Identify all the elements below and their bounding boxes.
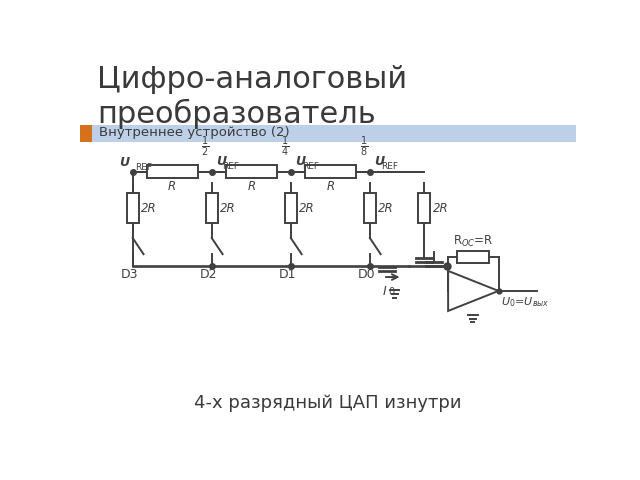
Bar — [127, 193, 139, 223]
Text: R$_{OC}$=R: R$_{OC}$=R — [453, 234, 493, 249]
Text: $\frac{1}{4}$: $\frac{1}{4}$ — [280, 135, 289, 159]
Bar — [457, 251, 490, 263]
Text: U$_0$=U$_{вых}$: U$_0$=U$_{вых}$ — [501, 296, 549, 309]
Text: U: U — [118, 156, 129, 169]
Text: REF: REF — [381, 162, 397, 171]
Text: D0: D0 — [358, 268, 376, 281]
Text: R: R — [247, 180, 255, 193]
Bar — [147, 166, 198, 178]
Text: REF: REF — [301, 162, 319, 171]
Text: 2R: 2R — [433, 202, 448, 215]
Text: I: I — [383, 285, 387, 298]
Text: D1: D1 — [279, 268, 296, 281]
Text: 2R: 2R — [220, 202, 236, 215]
Polygon shape — [448, 271, 499, 311]
Bar — [285, 193, 297, 223]
Text: U: U — [296, 155, 305, 168]
Bar — [418, 193, 430, 223]
Text: 2R: 2R — [141, 202, 157, 215]
Bar — [80, 125, 576, 142]
Text: 2R: 2R — [300, 202, 315, 215]
Bar — [364, 193, 376, 223]
Bar — [80, 125, 92, 142]
Text: R: R — [168, 180, 176, 193]
Bar — [205, 193, 218, 223]
Text: 4-х разрядный ЦАП изнутри: 4-х разрядный ЦАП изнутри — [195, 394, 461, 411]
Text: $\frac{1}{2}$: $\frac{1}{2}$ — [202, 135, 210, 159]
Text: R: R — [326, 180, 334, 193]
Text: $\frac{1}{8}$: $\frac{1}{8}$ — [360, 135, 368, 159]
Text: 2R: 2R — [378, 202, 394, 215]
Text: 0: 0 — [388, 287, 395, 297]
Bar — [305, 166, 356, 178]
Bar — [226, 166, 276, 178]
Text: U: U — [374, 155, 385, 168]
Text: REF: REF — [135, 163, 152, 171]
Text: Цифро-аналоговый
преобразователь: Цифро-аналоговый преобразователь — [97, 65, 407, 130]
Text: REF: REF — [223, 162, 239, 171]
Text: D3: D3 — [121, 268, 138, 281]
Text: U: U — [216, 155, 227, 168]
Text: Внутреннее устройство (2): Внутреннее устройство (2) — [99, 126, 289, 139]
Text: D2: D2 — [200, 268, 218, 281]
